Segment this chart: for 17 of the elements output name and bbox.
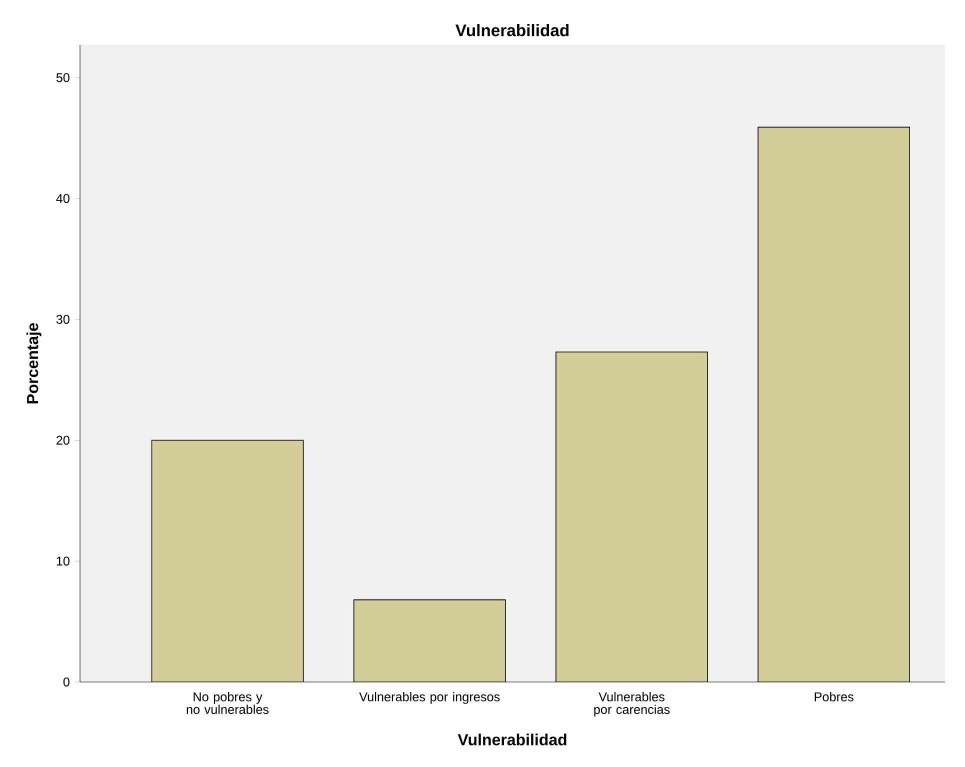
chart-title: Vulnerabilidad [456,24,569,36]
y-axis-title: Porcentaje [26,323,42,404]
y-tick-label: 40 [56,194,70,203]
x-tick-label: Pobres [814,692,854,702]
x-tick-label: No pobres y no vulnerables [186,692,269,714]
y-tick-label: 50 [56,73,70,82]
x-tick-label: Vulnerables por carencias [594,692,670,717]
x-axis-title: Vulnerabilidad [458,734,566,746]
bar [758,126,910,682]
x-tick-label: Vulnerables por ingresos [359,692,500,704]
y-tick-label: 0 [63,678,70,686]
bar [151,440,304,682]
bar [556,352,708,682]
y-tick-label: 30 [56,314,70,324]
y-tick-label: 10 [56,556,70,566]
y-tick-label: 20 [56,436,70,445]
bar [353,599,506,682]
